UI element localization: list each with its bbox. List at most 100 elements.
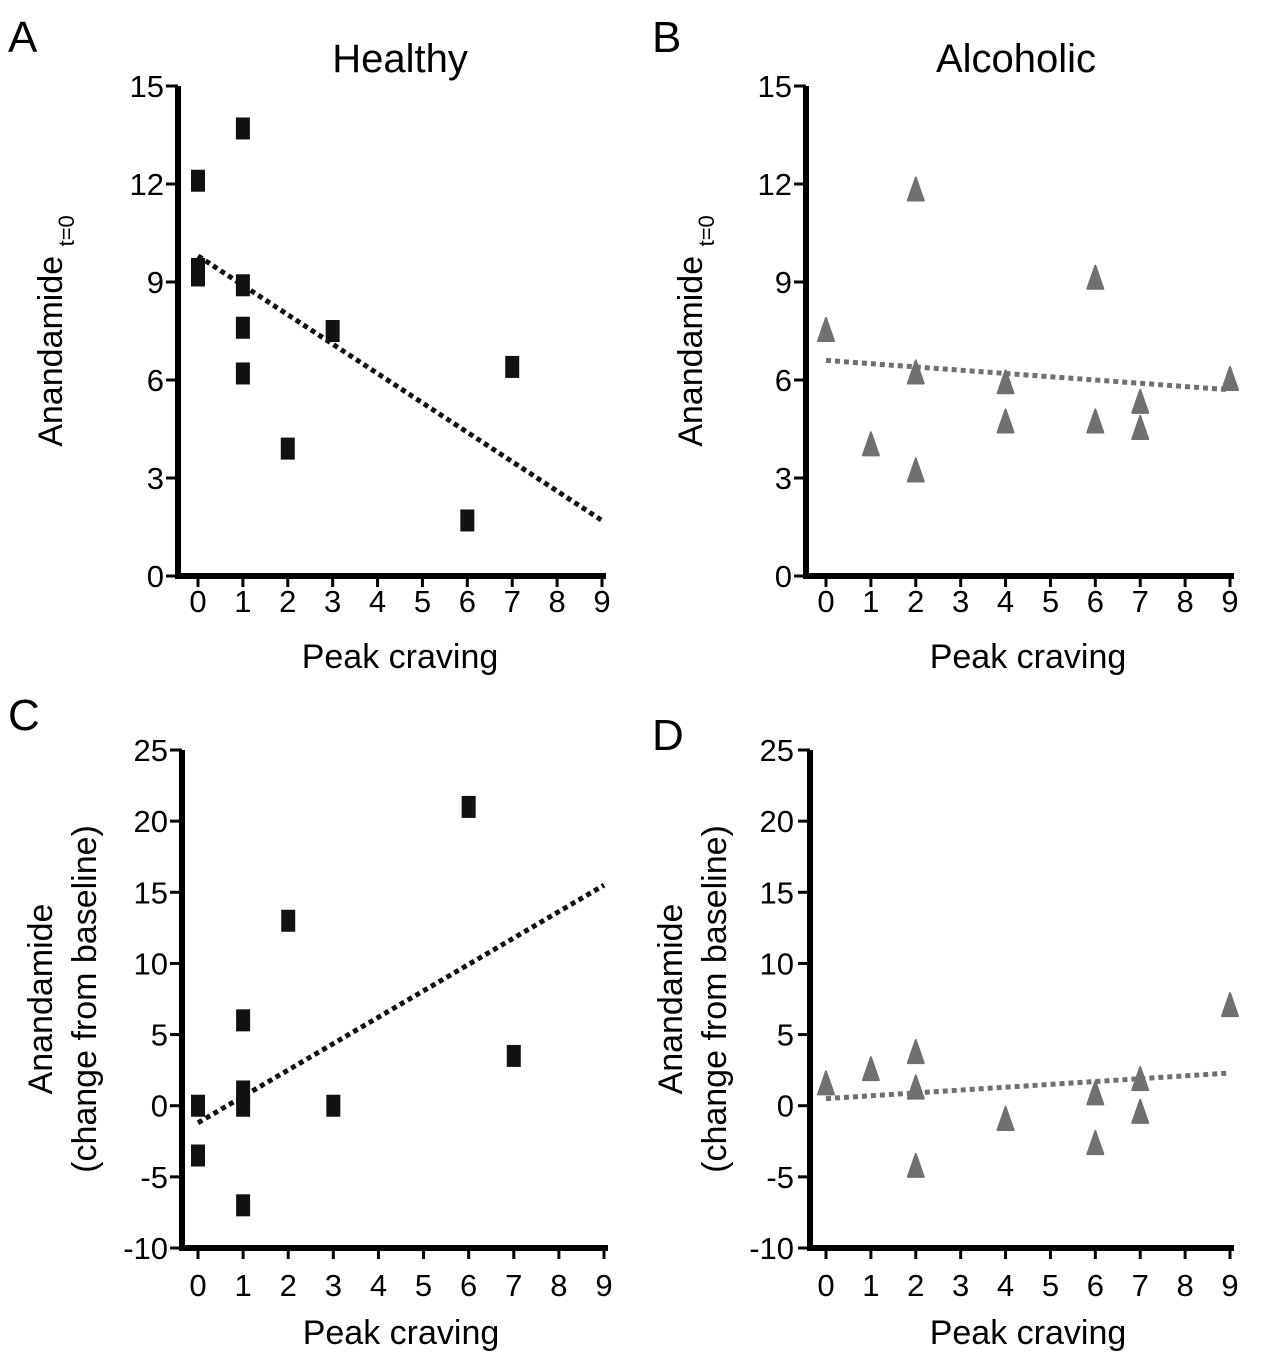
x-tick-label: 0	[817, 1268, 834, 1303]
data-point-a	[460, 509, 475, 532]
y-tick-label: -10	[749, 1231, 794, 1266]
data-point-a	[235, 316, 250, 339]
data-point-c	[326, 1094, 341, 1117]
y-tick-label: 6	[775, 363, 792, 398]
panel-letter-a: A	[8, 13, 38, 62]
x-tick-label: 2	[907, 584, 924, 619]
panel-letter-b: B	[652, 13, 681, 62]
x-tick-label: 6	[459, 584, 476, 619]
y-tick-label: 20	[134, 804, 168, 839]
trendline-c	[196, 883, 606, 1125]
x-tick-label: 6	[1087, 1268, 1104, 1303]
x-tick-label: 3	[952, 1268, 969, 1303]
data-point-d	[861, 1056, 880, 1082]
y-axis-subtitle-c: (change from baseline)	[66, 825, 104, 1173]
y-axis-subtitle-d: (change from baseline)	[696, 825, 734, 1173]
chart-title-a: Healthy	[332, 37, 468, 81]
y-tick-label: 3	[775, 461, 792, 496]
data-point-b	[861, 431, 880, 457]
y-tick-label: 0	[151, 1089, 168, 1124]
data-point-d	[906, 1039, 925, 1065]
data-point-a	[235, 274, 250, 297]
y-tick-label: 5	[777, 1018, 794, 1053]
data-point-c	[506, 1044, 521, 1067]
y-tick-label: 9	[775, 265, 792, 300]
data-point-b	[1086, 408, 1105, 434]
y-tick-label: 6	[147, 363, 164, 398]
data-point-a	[235, 117, 250, 140]
data-point-b	[996, 408, 1015, 434]
y-tick-label: 3	[147, 461, 164, 496]
data-point-d	[817, 1070, 835, 1096]
x-tick-label: 1	[234, 584, 251, 619]
x-tick-label: 5	[414, 584, 431, 619]
x-tick-label: 9	[1221, 584, 1238, 619]
x-tick-label: 5	[1042, 1268, 1059, 1303]
x-tick-label: 2	[279, 584, 296, 619]
x-tick-label: 6	[460, 1268, 477, 1303]
x-tick-label: 2	[907, 1268, 924, 1303]
x-tick-label: 8	[548, 584, 565, 619]
data-point-b	[906, 457, 925, 483]
data-point-a	[235, 362, 250, 385]
x-tick-label: 5	[1042, 584, 1059, 619]
data-point-a	[505, 355, 520, 378]
y-tick-label: 12	[758, 167, 792, 202]
x-tick-label: 8	[1176, 1268, 1193, 1303]
y-tick-label: 15	[130, 69, 164, 104]
data-point-b	[1131, 415, 1150, 440]
data-point-c	[236, 1094, 251, 1117]
x-tick-label: 6	[1087, 584, 1104, 619]
x-tick-label: 8	[1176, 584, 1193, 619]
data-point-d	[996, 1105, 1015, 1131]
x-tick-label: 3	[325, 1268, 342, 1303]
x-tick-label: 9	[1221, 1268, 1238, 1303]
panel-letter-d: D	[652, 711, 684, 760]
y-axis-title-b: Anandamide t=0	[672, 215, 719, 447]
x-tick-label: 0	[189, 584, 206, 619]
data-point-c	[191, 1144, 205, 1167]
data-point-c	[236, 1194, 251, 1217]
y-axis-title-a: Anandamide t=0	[32, 215, 79, 447]
x-axis-title-b: Peak craving	[930, 638, 1127, 676]
data-point-d	[906, 1074, 925, 1100]
y-tick-label: 10	[134, 946, 168, 981]
data-point-a	[325, 320, 340, 342]
x-axis-title-c: Peak craving	[303, 1314, 500, 1352]
x-tick-label: 7	[1132, 1268, 1149, 1303]
y-tick-label: 20	[760, 804, 794, 839]
x-tick-label: 3	[324, 584, 341, 619]
data-point-d	[1221, 992, 1239, 1018]
y-tick-label: 0	[777, 1089, 794, 1124]
x-tick-label: 4	[997, 584, 1014, 619]
x-tick-label: 0	[817, 584, 834, 619]
data-point-b	[996, 369, 1015, 395]
x-tick-label: 4	[370, 1268, 387, 1303]
x-tick-label: 3	[952, 584, 969, 619]
y-tick-label: -5	[140, 1160, 168, 1195]
y-tick-label: 10	[760, 946, 794, 981]
data-point-b	[1221, 366, 1239, 391]
x-tick-label: 1	[234, 1268, 251, 1303]
x-tick-label: 7	[1132, 584, 1149, 619]
x-tick-label: 4	[997, 1268, 1014, 1303]
y-tick-label: 5	[151, 1018, 168, 1053]
data-point-b	[1086, 264, 1105, 290]
x-tick-label: 5	[415, 1268, 432, 1303]
y-tick-label: -10	[123, 1231, 168, 1266]
x-axis-title-d: Peak craving	[930, 1314, 1127, 1352]
x-tick-label: 1	[862, 1268, 879, 1303]
data-point-b	[906, 176, 925, 202]
data-point-b	[817, 317, 835, 342]
x-tick-label: 2	[280, 1268, 297, 1303]
data-point-a	[191, 264, 205, 287]
y-tick-label: 15	[758, 69, 792, 104]
x-tick-label: 9	[593, 584, 610, 619]
data-point-a	[280, 437, 295, 460]
trendline-b	[825, 357, 1231, 393]
y-tick-label: 9	[147, 265, 164, 300]
